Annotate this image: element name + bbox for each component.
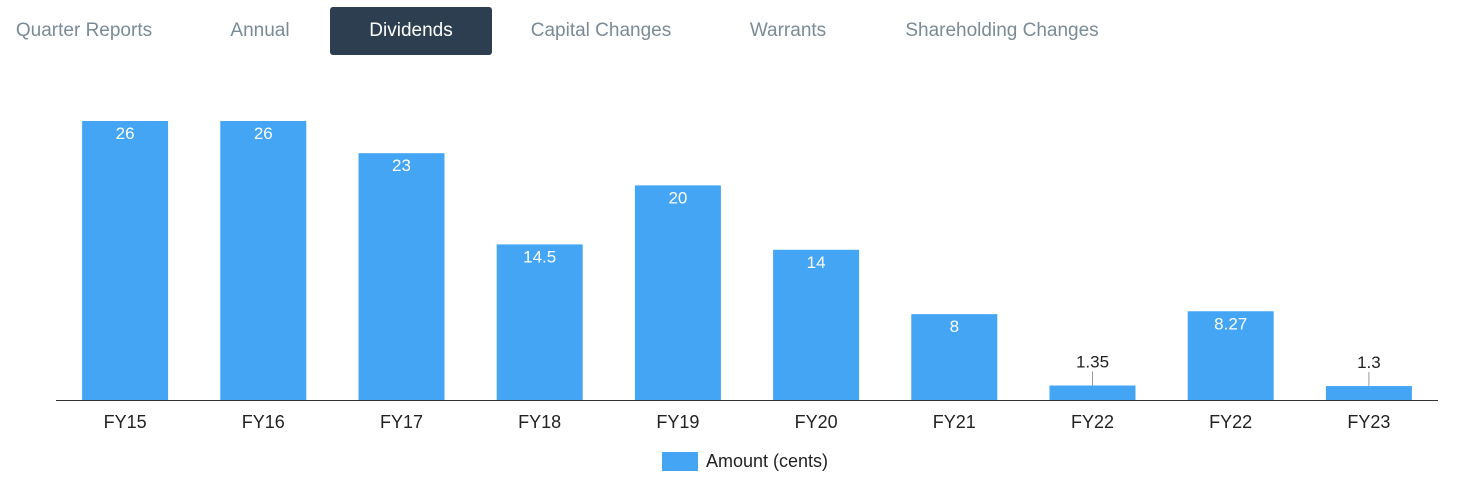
data-label-1: 26 [254,124,273,143]
x-tick-label-5: FY20 [795,412,838,432]
tab-shareholding-changes[interactable]: Shareholding Changes [905,20,1099,41]
data-label-9: 1.3 [1357,353,1381,372]
x-tick-label-4: FY19 [656,412,699,432]
tab-annual[interactable]: Annual [230,20,290,41]
data-label-2: 23 [392,156,411,175]
data-label-5: 14 [807,253,826,272]
bar-1[interactable] [220,121,307,400]
bar-9[interactable] [1325,386,1412,400]
tab-quarter-reports[interactable]: Quarter Reports [15,20,153,41]
chart-legend[interactable]: Amount (cents) [662,449,828,473]
x-tick-label-3: FY18 [518,412,561,432]
bar-3[interactable] [496,244,583,400]
bar-0[interactable] [82,121,169,400]
tab-dividends[interactable]: Dividends [330,7,492,55]
data-label-3: 14.5 [523,247,556,266]
x-tick-label-7: FY22 [1071,412,1114,432]
legend-label: Amount (cents) [706,450,829,471]
data-label-7: 1.35 [1076,353,1109,372]
data-label-4: 20 [668,188,687,207]
x-tick-label-6: FY21 [933,412,976,432]
data-label-8: 8.27 [1214,314,1247,333]
data-label-0: 26 [116,124,135,143]
bar-2[interactable] [358,153,445,400]
bar-6[interactable] [911,314,998,400]
data-label-6: 8 [950,317,959,336]
x-tick-label-9: FY23 [1347,412,1390,432]
x-tick-label-2: FY17 [380,412,423,432]
bar-7[interactable] [1049,385,1136,400]
bar-4[interactable] [634,185,721,400]
x-tick-label-8: FY22 [1209,412,1252,432]
legend-swatch [662,451,698,471]
tab-bar: Quarter Reports Annual Dividends Capital… [0,7,1478,55]
bar-8[interactable] [1187,311,1274,400]
x-tick-label-1: FY16 [242,412,285,432]
tab-capital-changes[interactable]: Capital Changes [530,20,672,41]
tab-warrants[interactable]: Warrants [749,20,827,41]
bar-5[interactable] [773,249,860,400]
x-tick-label-0: FY15 [104,412,147,432]
